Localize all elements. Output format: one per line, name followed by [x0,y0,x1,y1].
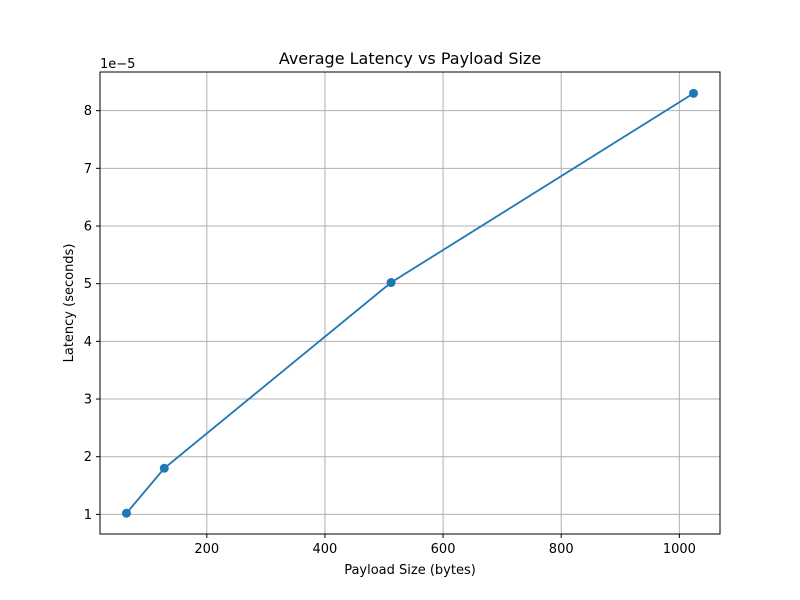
y-tick-label: 5 [84,277,92,292]
y-tick-label: 4 [84,335,92,350]
data-point [121,508,131,518]
x-tick-label: 800 [549,542,574,557]
axis-ticks: 200 400 600 800 1000 1 2 3 4 5 6 7 8 [84,104,696,557]
data-point [159,463,169,473]
y-tick-label: 3 [84,393,92,408]
x-tick-label: 1000 [663,542,696,557]
x-tick-label: 400 [313,542,338,557]
series-layer [121,88,699,518]
y-axis-offset-label: 1e−5 [100,57,135,72]
x-tick-label: 600 [431,542,456,557]
y-tick-label: 6 [84,220,92,235]
y-axis-label: Latency (seconds) [62,244,77,363]
x-tick-label: 200 [194,542,219,557]
grid-lines [100,72,720,534]
y-tick-label: 8 [84,104,92,119]
data-point [689,88,699,98]
y-tick-label: 2 [84,450,92,465]
y-tick-label: 7 [84,162,92,177]
plot-area-frame [99,71,721,535]
chart-title: Average Latency vs Payload Size [279,49,541,68]
series-line [125,92,695,514]
data-point [386,278,396,288]
y-tick-label: 1 [84,508,92,523]
x-axis-label: Payload Size (bytes) [344,563,476,578]
